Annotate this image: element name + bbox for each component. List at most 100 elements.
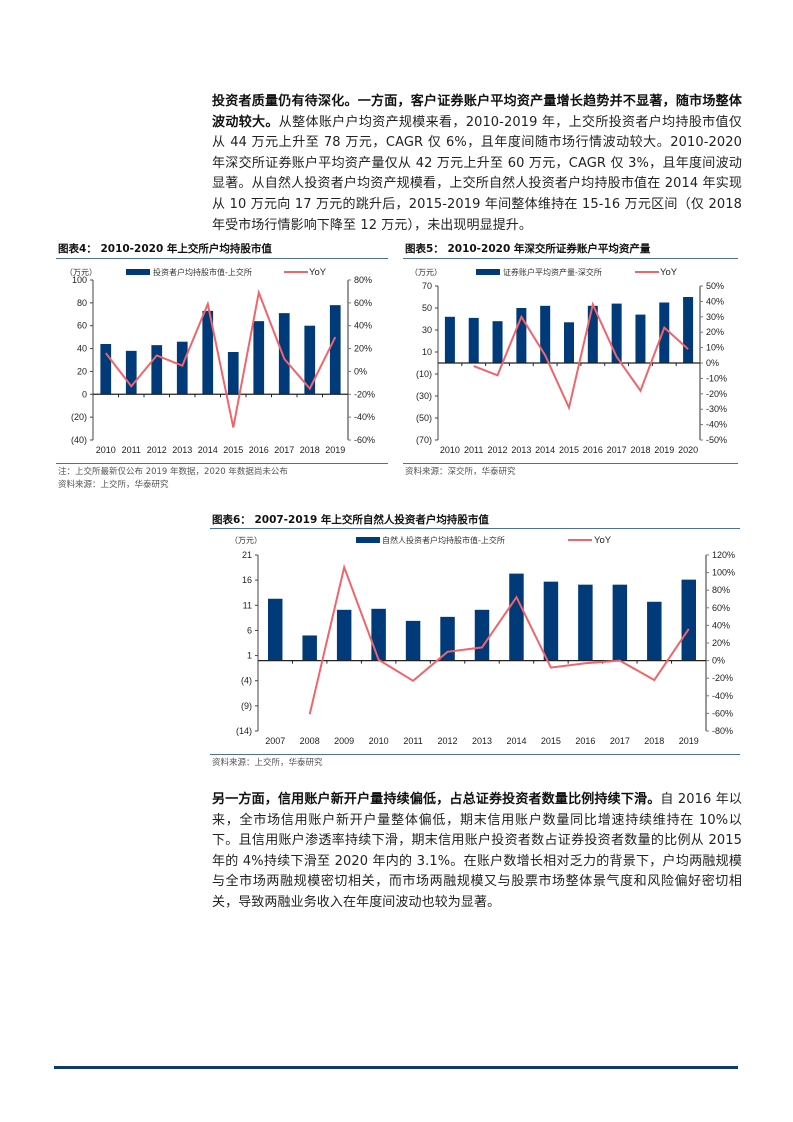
svg-text:40: 40 — [77, 344, 87, 354]
svg-text:0%: 0% — [706, 358, 719, 368]
bar-2009 — [336, 609, 352, 661]
svg-text:2019: 2019 — [679, 736, 699, 746]
svg-text:YoY: YoY — [594, 535, 612, 546]
svg-text:(14): (14) — [236, 726, 252, 736]
bar-2016 — [578, 584, 593, 661]
figure-4-bottom-rule — [56, 463, 388, 464]
bar-2016 — [587, 305, 598, 363]
svg-text:16: 16 — [242, 575, 252, 585]
svg-text:2012: 2012 — [488, 445, 508, 455]
yoy-line — [105, 288, 337, 428]
svg-text:2009: 2009 — [334, 736, 354, 746]
svg-text:-50%: -50% — [706, 435, 727, 445]
svg-text:1: 1 — [247, 651, 252, 661]
legend-bar-swatch-icon — [126, 269, 150, 275]
svg-text:60%: 60% — [712, 603, 730, 613]
svg-text:YoY: YoY — [660, 267, 678, 278]
svg-text:2013: 2013 — [472, 736, 492, 746]
bar-2013 — [516, 308, 527, 363]
chart-legend: 证券账户平均资产量-深交所 YoY — [476, 267, 678, 278]
figure-6-title: 图表6： 2007-2019 年上交所自然人投资者户均持股市值 — [212, 514, 489, 526]
figure-5-top-rule — [403, 258, 738, 259]
svg-text:-60%: -60% — [712, 708, 733, 718]
svg-text:(40): (40) — [71, 435, 87, 445]
svg-text:-30%: -30% — [706, 404, 727, 414]
footer-rule — [54, 1066, 738, 1069]
unit-label: （万元） — [230, 536, 262, 545]
figure-6-bottom-rule — [210, 754, 740, 755]
bar-2008 — [302, 635, 317, 661]
bar-2014 — [509, 573, 524, 661]
svg-text:(4): (4) — [241, 676, 252, 686]
svg-text:2018: 2018 — [630, 445, 650, 455]
figure-5-chart: （万元） 证券账户平均资产量-深交所 YoY 70 50 30 10 (10) (30) (50)… — [403, 262, 743, 462]
bar-2015 — [227, 352, 239, 395]
svg-text:2017: 2017 — [607, 445, 627, 455]
svg-text:2010: 2010 — [440, 445, 460, 455]
figure-4-source: 资料来源：上交所，华泰研究 — [58, 480, 169, 490]
svg-text:2016: 2016 — [575, 736, 595, 746]
yoy-line — [473, 301, 689, 411]
svg-text:50%: 50% — [706, 281, 724, 291]
figure-5-title: 图表5： 2010-2020 年深交所证券账户平均资产量 — [405, 243, 651, 255]
figure-5-source: 资料来源：深交所，华泰研究 — [405, 467, 516, 477]
bar-2018 — [647, 601, 662, 661]
bar-2019 — [329, 305, 341, 395]
bar-2013 — [474, 609, 490, 661]
svg-text:20%: 20% — [354, 344, 372, 354]
svg-text:2007: 2007 — [265, 736, 285, 746]
svg-text:20: 20 — [77, 366, 87, 376]
bar-2014 — [202, 310, 214, 395]
svg-text:0%: 0% — [712, 656, 725, 666]
bar-2010 — [100, 344, 112, 395]
bar-2019 — [681, 579, 697, 661]
figure-4-top-rule — [56, 258, 388, 259]
svg-text:2020: 2020 — [678, 445, 698, 455]
bar-2020 — [683, 297, 694, 363]
svg-text:2015: 2015 — [223, 445, 243, 455]
svg-text:-10%: -10% — [706, 373, 727, 383]
svg-text:-20%: -20% — [712, 673, 733, 683]
svg-text:100%: 100% — [712, 568, 735, 578]
bar-2010 — [444, 316, 455, 363]
paragraph-lead: 另一方面，信用账户新开户量持续偏低，占总证券投资者数量比例持续下滑。 — [212, 792, 661, 807]
svg-text:2011: 2011 — [122, 445, 141, 455]
svg-text:60%: 60% — [354, 298, 372, 308]
svg-text:40%: 40% — [706, 296, 724, 306]
svg-text:2012: 2012 — [147, 445, 167, 455]
svg-text:21: 21 — [242, 550, 252, 560]
svg-text:2019: 2019 — [654, 445, 674, 455]
svg-text:自然人投资者户均持股市值-上交所: 自然人投资者户均持股市值-上交所 — [382, 535, 505, 545]
bar-2012 — [440, 616, 455, 661]
bar-2011 — [405, 620, 421, 661]
svg-text:(70): (70) — [416, 435, 432, 445]
svg-text:(20): (20) — [71, 412, 87, 422]
svg-text:(30): (30) — [416, 391, 432, 401]
svg-text:40%: 40% — [712, 620, 730, 630]
svg-text:2017: 2017 — [610, 736, 630, 746]
svg-text:2014: 2014 — [535, 445, 555, 455]
svg-text:-20%: -20% — [354, 389, 375, 399]
svg-text:80%: 80% — [712, 585, 730, 595]
svg-text:2012: 2012 — [438, 736, 458, 746]
svg-text:80: 80 — [77, 298, 87, 308]
svg-text:0: 0 — [82, 389, 87, 399]
svg-text:-40%: -40% — [354, 412, 375, 422]
svg-text:20%: 20% — [706, 327, 724, 337]
svg-text:2008: 2008 — [300, 736, 320, 746]
svg-text:30%: 30% — [706, 312, 724, 322]
chart-legend: 自然人投资者户均持股市值-上交所 YoY — [356, 535, 612, 546]
svg-text:100: 100 — [72, 275, 87, 285]
svg-text:70: 70 — [422, 281, 432, 291]
paragraph-investor-quality: 投资者质量仍有待深化。一方面，客户证券账户平均资产量增长趋势并不显著，随市场整体… — [212, 92, 742, 236]
svg-text:-40%: -40% — [712, 691, 733, 701]
svg-text:-80%: -80% — [712, 726, 733, 736]
paragraph-body: 自 2016 年以来，全市场信用账户新开户量整体偏低，期末信用账户数量同比增速持… — [212, 792, 743, 910]
svg-text:2015: 2015 — [541, 736, 561, 746]
bar-2007 — [267, 598, 283, 661]
svg-text:-40%: -40% — [706, 420, 727, 430]
svg-text:20%: 20% — [712, 638, 730, 648]
svg-text:2016: 2016 — [583, 445, 603, 455]
svg-text:YoY: YoY — [309, 267, 327, 278]
svg-text:0%: 0% — [354, 366, 367, 376]
